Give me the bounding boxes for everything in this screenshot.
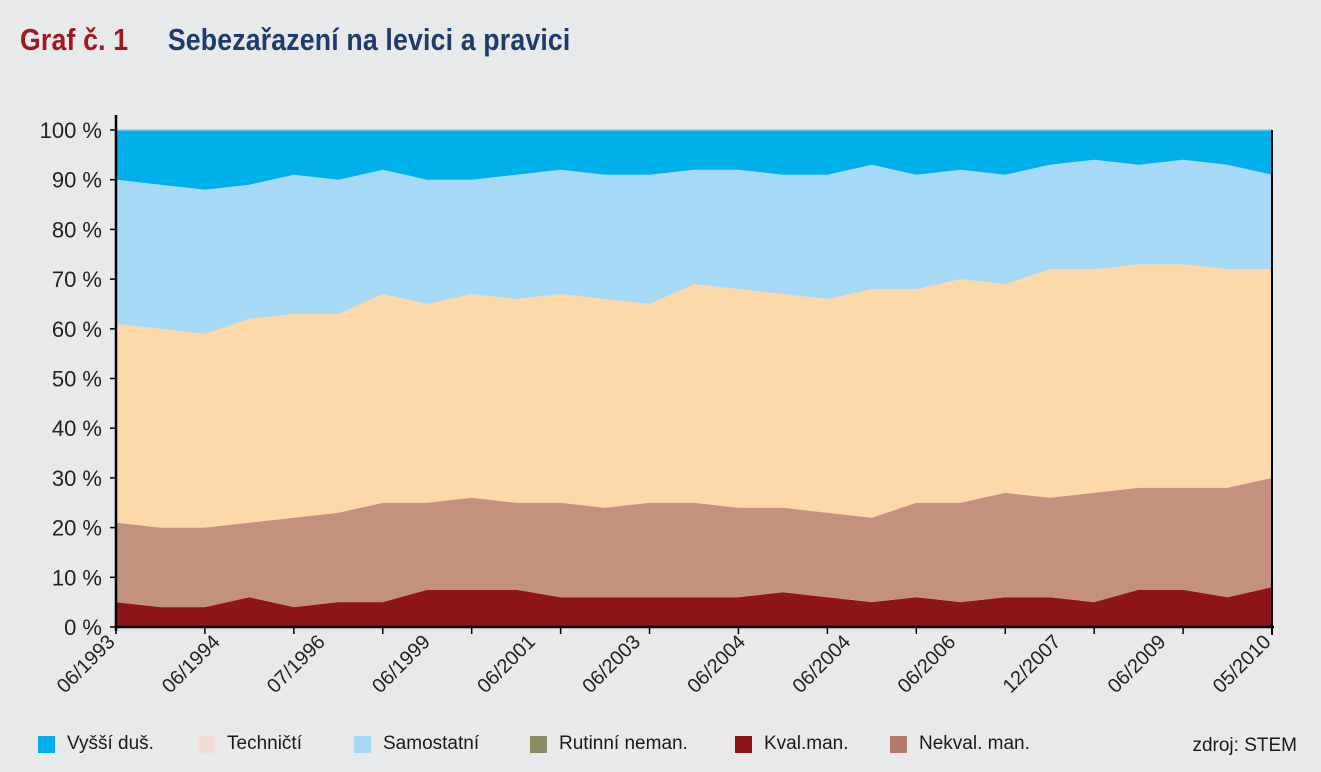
x-tick-label: 06/2004 xyxy=(788,631,855,698)
legend-swatch xyxy=(530,735,547,753)
x-tick-label: 06/2003 xyxy=(578,631,645,698)
legend-label: Kval.man. xyxy=(764,733,849,754)
y-tick-label: 10 % xyxy=(52,565,102,590)
legend-item: Rutinní neman. xyxy=(530,733,688,755)
legend-swatch xyxy=(735,735,752,753)
legend-item: Nekval. man. xyxy=(890,733,1030,755)
area-series-kval-man xyxy=(116,587,1272,627)
legend: Vyšší duš. Techničtí Samostatní Rutinní … xyxy=(38,733,1308,759)
x-tick-label: 06/1999 xyxy=(368,631,435,698)
legend-swatch xyxy=(354,735,371,753)
area-series-samostatn xyxy=(116,159,1272,334)
area-series-techni-t xyxy=(116,264,1272,528)
x-tick-label: 06/1993 xyxy=(53,631,120,698)
y-tick-label: 90 % xyxy=(52,168,102,193)
y-tick-label: 30 % xyxy=(52,466,102,491)
legend-swatch xyxy=(890,735,907,753)
legend-swatch xyxy=(198,735,215,753)
y-tick-label: 40 % xyxy=(52,416,102,441)
stacked-area-chart: 0 % 10 % 20 % 30 % 40 % 50 % 60 % 70 % 80 % 90 % 1… xyxy=(40,115,1276,698)
x-tick-label: 05/2010 xyxy=(1209,631,1276,698)
y-tick-label: 70 % xyxy=(52,267,102,292)
legend-label: Vyšší duš. xyxy=(67,733,154,754)
x-tick-label: 06/2001 xyxy=(473,631,540,698)
y-tick-label: 20 % xyxy=(52,516,102,541)
y-tick-label: 100 % xyxy=(40,118,102,143)
legend-label: Samostatní xyxy=(383,733,480,754)
x-tick-label: 06/2006 xyxy=(894,631,961,698)
x-tick-label: 06/1994 xyxy=(158,631,225,698)
x-tick-label: 06/2004 xyxy=(683,631,750,698)
chart-header: Graf č. 1 Sebezařazení na levici a pravic… xyxy=(20,22,570,62)
legend-item: Samostatní xyxy=(354,733,479,755)
legend-label: Techničtí xyxy=(227,733,302,754)
x-tick-label: 07/1996 xyxy=(263,631,330,698)
chart-title: Sebezařazení na levici a pravici xyxy=(167,22,571,57)
area-series-vy-du xyxy=(116,130,1272,190)
legend-item: Vyšší duš. xyxy=(38,733,154,755)
area-series-nekval-man xyxy=(116,477,1272,608)
legend-item: Techničtí xyxy=(198,733,302,755)
figure-number: Graf č. 1 xyxy=(20,22,129,57)
y-tick-label: 0 % xyxy=(64,615,102,640)
legend-label: Nekval. man. xyxy=(919,733,1030,754)
x-tick-label: 12/2007 xyxy=(999,631,1066,698)
legend-item: Kval.man. xyxy=(735,733,848,755)
source-note: zdroj: STEM xyxy=(1192,735,1297,756)
y-tick-label: 60 % xyxy=(52,317,102,342)
y-tick-label: 80 % xyxy=(52,217,102,242)
legend-swatch xyxy=(38,735,55,753)
x-tick-label: 06/2009 xyxy=(1104,631,1171,698)
legend-label: Rutinní neman. xyxy=(559,733,688,754)
y-tick-label: 50 % xyxy=(52,367,102,392)
